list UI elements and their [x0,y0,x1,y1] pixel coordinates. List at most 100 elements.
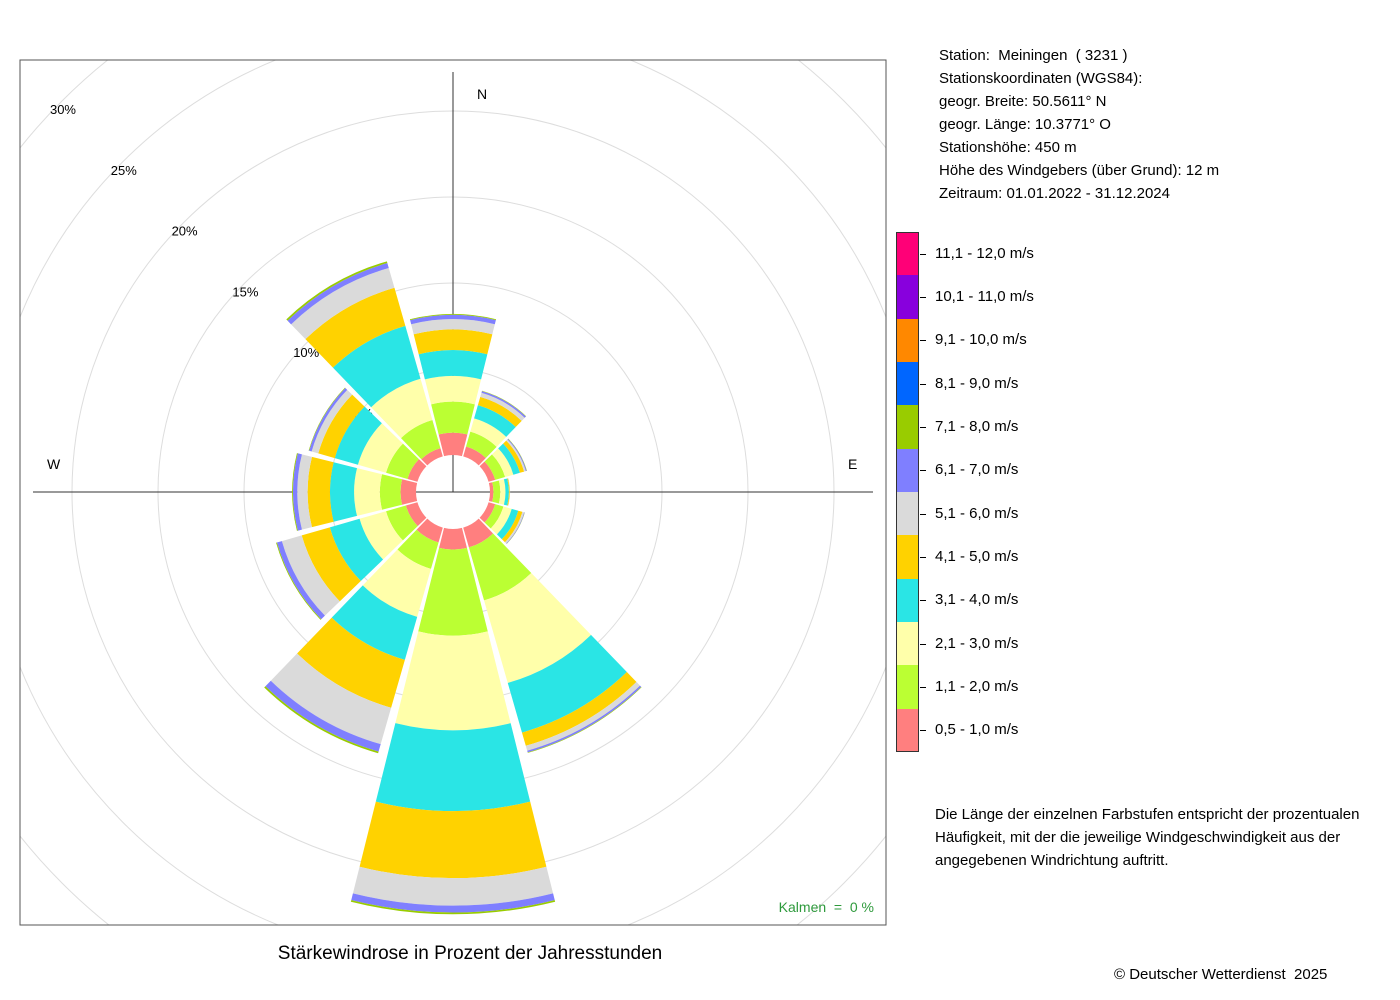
legend-tick [920,687,926,688]
legend-swatch [896,405,919,449]
sector-270-bin-4 [307,456,334,528]
sector-240-bin-6 [276,541,325,620]
sector-30-bin-1 [466,431,497,458]
sector-150-bin-5 [525,681,641,751]
sector-60-bin-3 [498,443,520,475]
legend-label: 3,1 - 4,0 m/s [935,591,1019,609]
cardinal-n: N [477,86,487,102]
sector-0-bin-7 [409,313,497,321]
radial-tick-label-10: 10% [293,345,319,360]
sector-180-bin-0 [439,527,467,550]
sector-330-bin-5 [291,267,395,340]
cardinal-w: W [47,456,61,472]
legend-label: 1,1 - 2,0 m/s [935,678,1019,695]
sector-120-bin-2 [490,506,512,535]
sector-120-bin-5 [504,511,525,544]
sector-0-bin-6 [410,314,496,325]
legend-tick [920,557,926,558]
sector-0-bin-0 [438,432,468,457]
radial-tick-label-25: 25% [111,163,137,178]
legend-label: 4,1 - 5,0 m/s [935,548,1019,565]
legend-label: 2,1 - 3,0 m/s [935,634,1019,652]
legend-label: 5,1 - 6,0 m/s [935,504,1019,522]
radial-tick-label-15: 15% [232,284,258,299]
chart-caption: Stärkewindrose in Prozent der Jahresstun… [277,943,663,964]
sector-180-bin-4 [359,801,547,879]
cardinal-e: E [848,456,857,472]
sector-300-bin-4 [318,394,365,459]
sector-180-bin-3 [375,723,531,812]
sector-180-bin-1 [418,547,488,636]
sector-240-bin-3 [329,518,384,582]
sector-210-bin-4 [297,617,405,708]
sector-300-bin-2 [357,423,403,473]
sector-30-bin-5 [480,392,525,421]
sector-300-bin-3 [334,406,382,465]
radial-tick-label-20: 20% [172,224,198,239]
legend-label: 7,1 - 8,0 m/s [935,418,1019,435]
calm-percentage: Kalmen = 0 % [778,899,874,915]
legend-tick [920,427,926,428]
wind-sectors [264,261,642,915]
sector-210-bin-1 [397,529,439,569]
sector-330-bin-6 [287,262,389,325]
legend-label: 11,1 - 12,0 m/s [935,244,1034,262]
sector-270-bin-3 [330,462,358,522]
legend-swatch [896,535,919,579]
sector-300-bin-6 [309,388,348,452]
station-name: Station: Meiningen ( 3231 ) [939,47,1128,64]
sector-30-bin-4 [477,396,522,428]
sector-240-bin-5 [281,535,340,616]
legend-label: 8,1 - 9,0 m/s [935,374,1019,392]
sector-0-bin-3 [418,350,488,380]
sector-90-bin-2 [498,479,506,505]
sector-30-bin-2 [470,418,507,447]
sector-90-bin-3 [503,478,509,506]
sector-270-bin-2 [354,468,383,516]
sector-300-bin-0 [407,459,427,482]
sector-0-bin-4 [413,329,493,355]
legend-tick [920,730,926,732]
sector-270-bin-1 [379,474,403,510]
legend-swatch [896,362,919,406]
sector-240-bin-4 [301,527,361,602]
sector-240-bin-0 [405,502,427,527]
sector-180-bin-7 [350,900,556,915]
sector-270-bin-7 [292,453,298,531]
sector-180-bin-2 [395,631,511,731]
sector-270-bin-0 [400,479,418,505]
sector-300-bin-1 [386,443,419,479]
legend-tick [920,297,926,298]
copyright: © Deutscher Wetterdienst 2025 [1114,966,1328,983]
sector-60-bin-0 [479,461,496,482]
plot-frame [19,59,887,926]
sector-0-bin-5 [411,319,495,335]
legend-swatch [896,275,919,319]
sector-0-bin-1 [431,401,475,435]
sector-150-bin-0 [463,518,494,548]
legend-swatch [896,622,919,666]
sector-210-bin-5 [270,653,392,745]
sector-210-bin-3 [331,585,418,660]
legend-tick [920,253,926,255]
legend-tick [920,470,926,472]
sector-60-bin-5 [506,439,526,472]
sector-60-bin-2 [491,448,514,478]
legend-swatch [896,665,919,709]
legend-tick [920,513,926,515]
legend-label: 9,1 - 10,0 m/s [935,331,1027,349]
sector-330-bin-0 [421,448,443,466]
legend-tick [920,600,926,602]
station-latitude: geogr. Breite: 50.5611° N [939,93,1107,110]
station-elevation: Stationshöhe: 450 m [939,139,1077,156]
legend-swatch [896,318,919,362]
sector-270-bin-5 [297,454,312,530]
sector-30-bin-3 [474,405,516,437]
legend-swatch [896,708,919,752]
legend-tick [920,383,926,385]
sector-90-bin-4 [507,478,510,506]
sector-210-bin-0 [416,518,443,543]
sector-300-bin-5 [311,389,353,454]
sector-120-bin-0 [479,502,496,523]
